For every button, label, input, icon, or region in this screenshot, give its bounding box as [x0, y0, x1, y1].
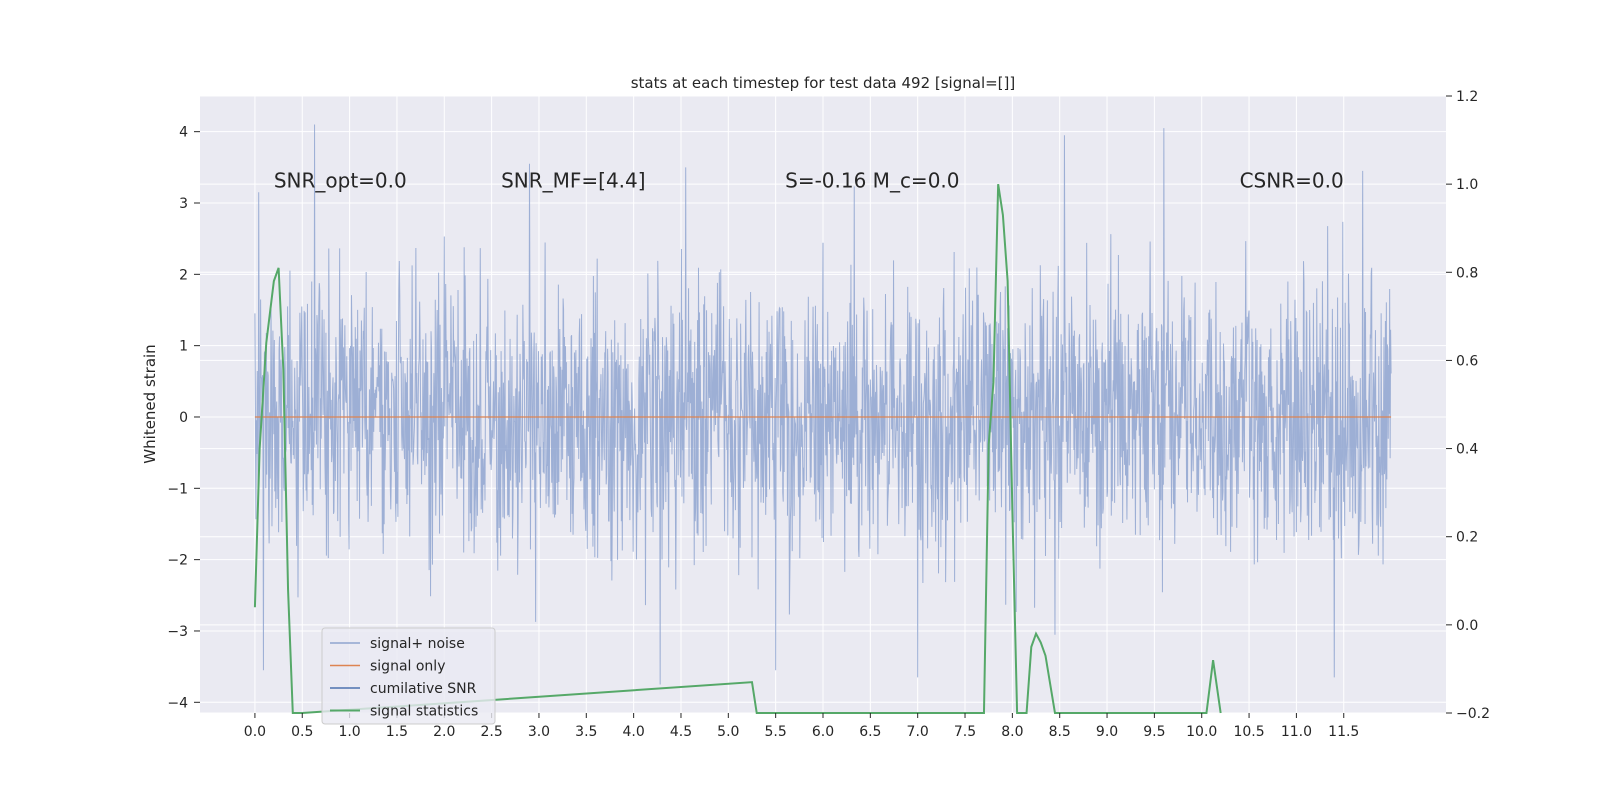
y-tick-label: −3: [167, 624, 188, 640]
y2-tick-label: 1.0: [1456, 177, 1478, 193]
y-tick-label: 0: [179, 410, 188, 426]
series-signal-statistics: [253, 183, 1222, 714]
x-tick-label: 3.5: [575, 724, 597, 740]
x-tick-label: 9.0: [1096, 724, 1118, 740]
x-tick-label: 0.0: [244, 724, 266, 740]
y2-tick-label: 0.6: [1456, 353, 1478, 369]
x-tick-label: 3.0: [528, 724, 550, 740]
y-axis-ticks: −4 −3 −2 −1 0 1 2 3 4: [167, 125, 200, 711]
y-tick-label: 4: [179, 125, 188, 141]
annotation-snr-opt: SNR_opt=0.0: [274, 168, 407, 192]
y-axis-label: Whitened strain: [141, 344, 159, 463]
x-tick-label: 11.0: [1281, 724, 1312, 740]
x-tick-label: 4.5: [670, 724, 692, 740]
y-tick-label: 1: [179, 339, 188, 355]
y2-tick-label: 0.0: [1456, 618, 1478, 634]
annotation-snr-mf: SNR_MF=[4.4]: [501, 168, 645, 192]
chart-title: stats at each timestep for test data 492…: [631, 74, 1016, 92]
series-layer: [253, 124, 1392, 714]
x-tick-label: 2.5: [480, 724, 502, 740]
series-signal-plus-noise: [254, 124, 1392, 685]
y-tick-label: −1: [167, 481, 188, 497]
y2-tick-label: −0.2: [1456, 706, 1490, 722]
x-tick-label: 11.5: [1328, 724, 1359, 740]
x-tick-label: 10.5: [1233, 724, 1264, 740]
annotation-csnr: CSNR=0.0: [1240, 168, 1344, 192]
x-tick-label: 1.5: [386, 724, 408, 740]
x-tick-label: 5.5: [765, 724, 787, 740]
x-tick-label: 10.0: [1186, 724, 1217, 740]
y-tick-label: −2: [167, 553, 188, 569]
annotations: SNR_opt=0.0 SNR_MF=[4.4] S=-0.16 M_c=0.0 CS…: [274, 168, 1344, 192]
x-tick-label: 5.0: [717, 724, 739, 740]
legend-label-signal-noise: signal+ noise: [370, 636, 465, 652]
y2-tick-label: 0.2: [1456, 530, 1478, 546]
x-tick-label: 9.5: [1143, 724, 1165, 740]
y2-tick-label: 0.4: [1456, 442, 1478, 458]
legend-label-signal-only: signal only: [370, 659, 445, 675]
legend-label-cumilative-snr: cumilative SNR: [370, 681, 477, 697]
annotation-s-mc: S=-0.16 M_c=0.0: [785, 168, 959, 192]
x-axis-ticks: 0.0 0.5 1.0 1.5 2.0 2.5 3.0 3.5 4.0 4.5 5.0 5.5 6.0 6…: [244, 713, 1359, 740]
y-tick-label: −4: [167, 695, 188, 711]
x-tick-label: 4.0: [623, 724, 645, 740]
x-tick-label: 8.5: [1049, 724, 1071, 740]
y2-tick-label: 1.2: [1456, 89, 1478, 105]
y-tick-label: 3: [179, 196, 188, 212]
y-tick-label: 2: [179, 267, 188, 283]
x-tick-label: 7.0: [907, 724, 929, 740]
x-tick-label: 8.0: [1001, 724, 1023, 740]
legend-box: [321, 627, 496, 725]
y2-tick-label: 0.8: [1456, 265, 1478, 281]
x-tick-label: 1.0: [338, 724, 360, 740]
x-tick-label: 6.5: [859, 724, 881, 740]
x-tick-label: 6.0: [812, 724, 834, 740]
x-tick-label: 2.0: [433, 724, 455, 740]
legend-label-signal-statistics: signal statistics: [370, 704, 478, 720]
y2-axis-ticks: −0.2 0.0 0.2 0.4 0.6 0.8 1.0 1.2: [1446, 89, 1490, 722]
x-tick-label: 0.5: [291, 724, 313, 740]
x-tick-label: 7.5: [954, 724, 976, 740]
legend: signal+ noise signal only cumilative SNR si…: [321, 627, 496, 725]
